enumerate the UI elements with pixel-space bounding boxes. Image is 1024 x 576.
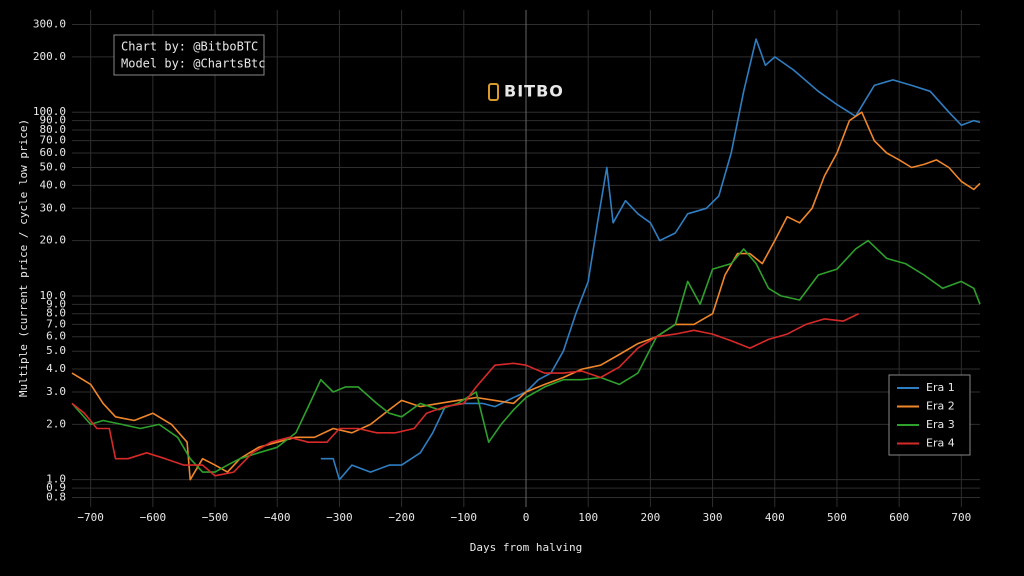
x-tick-label: −200 — [388, 511, 415, 524]
watermark: BITBO — [504, 82, 564, 101]
y-tick-label: 100.0 — [33, 105, 66, 118]
y-tick-label: 5.0 — [46, 344, 66, 357]
x-tick-label: 400 — [765, 511, 785, 524]
legend-label: Era 3 — [926, 418, 955, 431]
legend-label: Era 1 — [926, 381, 955, 394]
y-tick-label: 20.0 — [40, 234, 67, 247]
y-tick-label: 30.0 — [40, 201, 67, 214]
series-line — [71, 312, 860, 477]
y-tick-label: 1.0 — [46, 473, 66, 486]
y-tick-label: 60.0 — [40, 146, 67, 159]
series-line — [320, 38, 981, 481]
x-tick-label: 600 — [889, 511, 909, 524]
legend-label: Era 4 — [926, 437, 955, 450]
y-tick-label: 4.0 — [46, 362, 66, 375]
credit: Model by: @ChartsBtc — [121, 57, 266, 71]
series-line — [71, 111, 981, 481]
x-tick-label: −600 — [140, 511, 167, 524]
x-axis-label: Days from halving — [470, 541, 583, 554]
series-line — [71, 239, 981, 473]
x-tick-label: −300 — [326, 511, 353, 524]
legend-items: Era 1 Era 2 Era 3 Era 4 — [897, 381, 955, 450]
y-tick-label: 2.0 — [46, 417, 66, 430]
x-tick-label: 200 — [640, 511, 660, 524]
y-tick-label: 10.0 — [40, 289, 67, 302]
x-tick-label: 100 — [578, 511, 598, 524]
x-tick-label: 700 — [951, 511, 971, 524]
y-tick-label: 50.0 — [40, 161, 67, 174]
y-tick-label: 8.0 — [46, 307, 66, 320]
y-axis-label: Multiple (current price / cycle low pric… — [17, 119, 30, 397]
y-tick-label: 0.9 — [46, 481, 66, 494]
y-tick-label: 90.0 — [40, 114, 67, 127]
credit-box — [113, 34, 265, 76]
x-tick-label: 500 — [827, 511, 847, 524]
logo-icon — [488, 83, 499, 101]
y-tick-label: 70.0 — [40, 134, 67, 147]
x-tick-label: −100 — [451, 511, 478, 524]
credit: Chart by: @BitboBTC — [121, 40, 258, 54]
grid — [72, 10, 980, 507]
y-tick-label: 9.0 — [46, 297, 66, 310]
x-tick-label: −700 — [77, 511, 104, 524]
y-tick-label: 40.0 — [40, 178, 67, 191]
x-tick-label: −400 — [264, 511, 291, 524]
legend-label: Era 2 — [926, 400, 955, 413]
y-tick-label: 3.0 — [46, 385, 66, 398]
y-tick-label: 300.0 — [33, 18, 66, 31]
x-tick-label: 300 — [703, 511, 723, 524]
y-tick-label: 80.0 — [40, 123, 67, 136]
y-tick-label: 6.0 — [46, 330, 66, 343]
y-tick-label: 7.0 — [46, 317, 66, 330]
y-tick-label: 0.8 — [46, 490, 66, 503]
x-tick-label: 0 — [523, 511, 530, 524]
lines — [71, 38, 981, 481]
y-tick-label: 200.0 — [33, 50, 66, 63]
x-tick-label: −500 — [202, 511, 229, 524]
